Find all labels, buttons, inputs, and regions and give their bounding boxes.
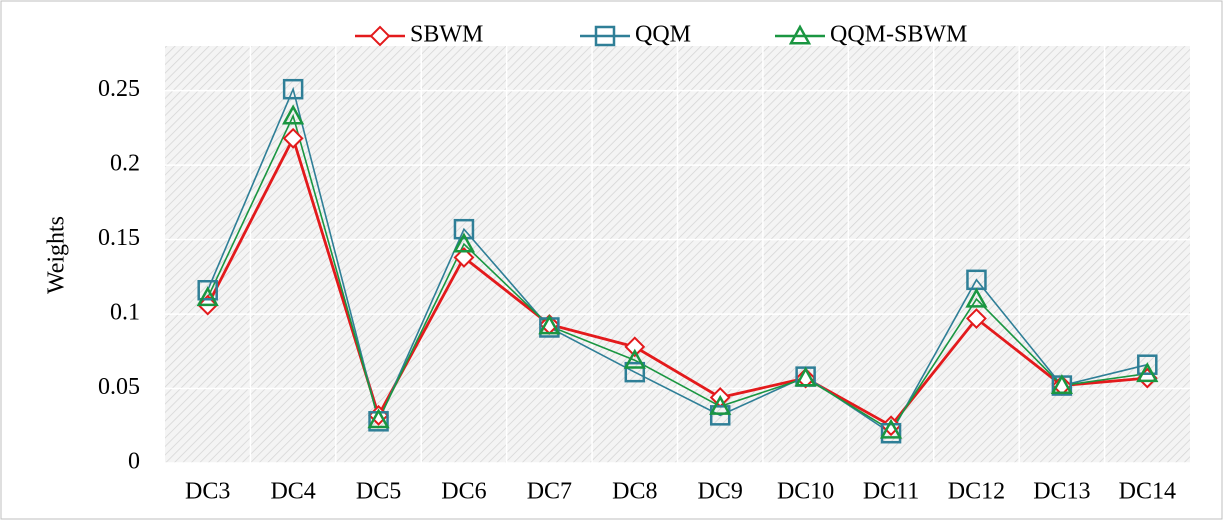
data-point <box>452 232 476 253</box>
data-point <box>709 394 732 415</box>
series-line <box>206 86 1148 435</box>
data-point <box>1137 354 1158 375</box>
data-point <box>880 422 902 444</box>
data-point <box>538 314 561 335</box>
y-tick-label: 0.1 <box>110 300 140 326</box>
data-point <box>453 218 475 240</box>
data-point <box>966 308 987 329</box>
data-point <box>624 361 646 383</box>
x-tick-label: DC9 <box>698 479 743 505</box>
y-axis-label: Weights <box>44 216 70 294</box>
data-point <box>795 367 817 389</box>
data-point <box>453 247 475 268</box>
x-tick-label: DC5 <box>356 479 401 505</box>
legend-marker <box>369 25 391 47</box>
data-point <box>196 286 219 307</box>
data-point <box>282 127 304 149</box>
data-point <box>282 104 305 125</box>
data-point <box>1136 362 1159 383</box>
y-tick-label: 0.15 <box>98 225 140 251</box>
x-tick-label: DC10 <box>777 479 834 505</box>
x-tick-label: DC8 <box>612 479 657 505</box>
x-tick-label: DC13 <box>1033 479 1090 505</box>
x-tick-label: DC6 <box>441 479 486 505</box>
data-point <box>623 348 646 369</box>
x-tick-label: DC4 <box>270 479 315 505</box>
data-point <box>794 366 817 387</box>
x-tick-label: DC12 <box>948 479 1005 505</box>
data-point <box>709 405 731 426</box>
data-point <box>965 287 988 308</box>
y-tick-label: 0.25 <box>98 76 140 102</box>
legend-marker <box>788 24 812 45</box>
legend-marker <box>594 25 616 47</box>
data-point <box>197 279 218 301</box>
data-point <box>367 408 390 429</box>
y-tick-label: 0.2 <box>110 151 140 177</box>
x-tick-label: DC14 <box>1119 479 1176 505</box>
data-point <box>624 336 646 358</box>
data-point <box>282 78 304 100</box>
y-tick-label: 0 <box>128 449 140 475</box>
legend-label: SBWM <box>410 22 483 48</box>
x-tick-label: DC11 <box>863 479 919 505</box>
legend-label: QQM-SBWM <box>830 22 967 48</box>
series-line <box>206 113 1148 432</box>
data-point <box>879 418 903 439</box>
x-tick-label: DC3 <box>185 479 230 505</box>
data-point <box>1050 373 1073 395</box>
x-tick-label: DC7 <box>527 479 572 505</box>
y-tick-label: 0.05 <box>98 374 140 400</box>
legend-label: QQM <box>635 22 691 48</box>
